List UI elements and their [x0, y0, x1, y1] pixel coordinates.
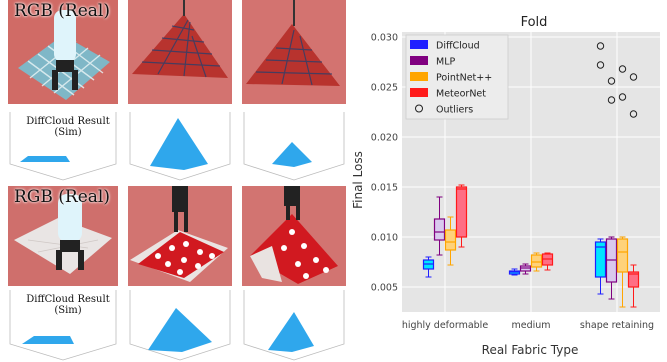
rgb-polka-frame-1: RGB (Real) [8, 186, 118, 286]
y-tick-label: 0.010 [371, 233, 398, 244]
box-meteornet [541, 252, 554, 271]
box-mlp [519, 263, 532, 275]
plaid-fabric-fold-image [128, 0, 232, 104]
box-body [433, 218, 446, 241]
outliers [596, 42, 638, 118]
sim-label-line2-2: (Sim) [54, 305, 82, 316]
box-diffcloud [422, 256, 435, 278]
sim-frame-3 [242, 112, 346, 182]
boxes [422, 184, 640, 308]
rgb-polka-frame-2 [128, 186, 232, 286]
sim-frame-2 [128, 112, 232, 182]
box-pointnet- [530, 252, 543, 272]
rgb-plaid-frame-3 [242, 0, 346, 104]
legend-label: DiffCloud [436, 41, 480, 52]
y-tick-label: 0.030 [371, 33, 398, 44]
outlier-point [629, 110, 638, 118]
legend-swatch [410, 88, 428, 97]
y-tick-label: 0.015 [371, 183, 398, 194]
legend-outlier-marker [415, 104, 423, 113]
chart-title: Fold [521, 15, 548, 30]
sim-frame-4: DiffCloud Result (Sim) [8, 290, 118, 362]
sim-label-line1: DiffCloud Result [26, 116, 110, 127]
sim-label-line1-2: DiffCloud Result [26, 294, 110, 305]
box-diffcloud [594, 238, 607, 295]
box-body [530, 254, 543, 268]
plaid-fabric-folded-image [242, 0, 346, 104]
box-diffcloud [508, 268, 521, 276]
y-tick-label: 0.025 [371, 83, 398, 94]
outlier-point [618, 93, 627, 101]
x-tick-label: shape retaining [580, 320, 654, 331]
rgb-real-label: RGB (Real) [14, 1, 110, 21]
x-axis-ticks: highly deformable medium shape retaining [402, 320, 654, 331]
image-grid: RGB (Real) [8, 0, 346, 362]
outlier-point [596, 42, 605, 50]
rgb-real-label-2: RGB (Real) [14, 187, 110, 207]
outlier-point [596, 61, 605, 69]
sim-point-cloud-small-peak-image [242, 112, 346, 182]
white-fabric-gripper-image [8, 186, 118, 286]
box-body [455, 186, 468, 238]
x-tick-label: highly deformable [402, 320, 489, 331]
sim-point-cloud-folded-image-2 [242, 290, 346, 362]
x-axis-label: Real Fabric Type [482, 343, 579, 357]
box-mlp [605, 236, 618, 300]
box-pointnet- [444, 216, 457, 266]
sim-label-1: DiffCloud Result (Sim) [18, 116, 118, 138]
sim-label-2: DiffCloud Result (Sim) [18, 294, 118, 316]
x-tick-label: medium [511, 320, 550, 331]
polka-fabric-fold-image [128, 186, 232, 286]
sim-label-line2: (Sim) [54, 127, 82, 138]
legend: DiffCloud MLP PointNet++ MeteorNet Outliers [405, 34, 509, 120]
sim-frame-1: DiffCloud Result (Sim) [8, 112, 118, 182]
sim-point-cloud-folded-image [128, 290, 232, 362]
legend-swatch [410, 56, 428, 65]
sim-frame-5 [128, 290, 232, 362]
box-body [594, 241, 607, 278]
box-body [444, 229, 457, 251]
y-tick-label: 0.020 [371, 133, 398, 144]
rgb-polka-frame-3 [242, 186, 346, 286]
legend-label: MLP [436, 57, 455, 68]
rgb-plaid-frame-1: RGB (Real) [8, 0, 118, 104]
fold-box-plot: Fold 0.005 0.010 0.015 0.020 0.025 0.030 high… [351, 15, 660, 357]
y-axis-ticks: 0.005 0.010 0.015 0.020 0.025 0.030 [371, 33, 398, 294]
sim-point-cloud-flat-image-2 [8, 290, 118, 362]
legend-label: PointNet++ [436, 73, 492, 84]
outlier-point [607, 77, 616, 85]
box-meteornet [455, 184, 468, 248]
legend-label-outliers: Outliers [436, 105, 473, 116]
sim-frame-6 [242, 290, 346, 362]
y-axis-label: Final Loss [351, 151, 365, 209]
outlier-point [629, 73, 638, 81]
outlier-point [607, 96, 616, 104]
polka-fabric-folded-image [242, 186, 346, 286]
box-body [627, 271, 640, 288]
box-mlp [433, 196, 446, 256]
box-body [616, 238, 629, 273]
y-tick-label: 0.005 [371, 283, 398, 294]
outlier-point [618, 65, 627, 73]
sim-point-cloud-flat-image [8, 112, 118, 182]
box-meteornet [627, 264, 640, 308]
legend-swatch [410, 40, 428, 49]
plaid-fabric-gripper-image [8, 0, 118, 104]
legend-label: MeteorNet [436, 89, 486, 100]
rgb-plaid-frame-2 [128, 0, 232, 104]
legend-swatch [410, 72, 428, 81]
box-pointnet- [616, 236, 629, 308]
sim-point-cloud-peak-image [128, 112, 232, 182]
